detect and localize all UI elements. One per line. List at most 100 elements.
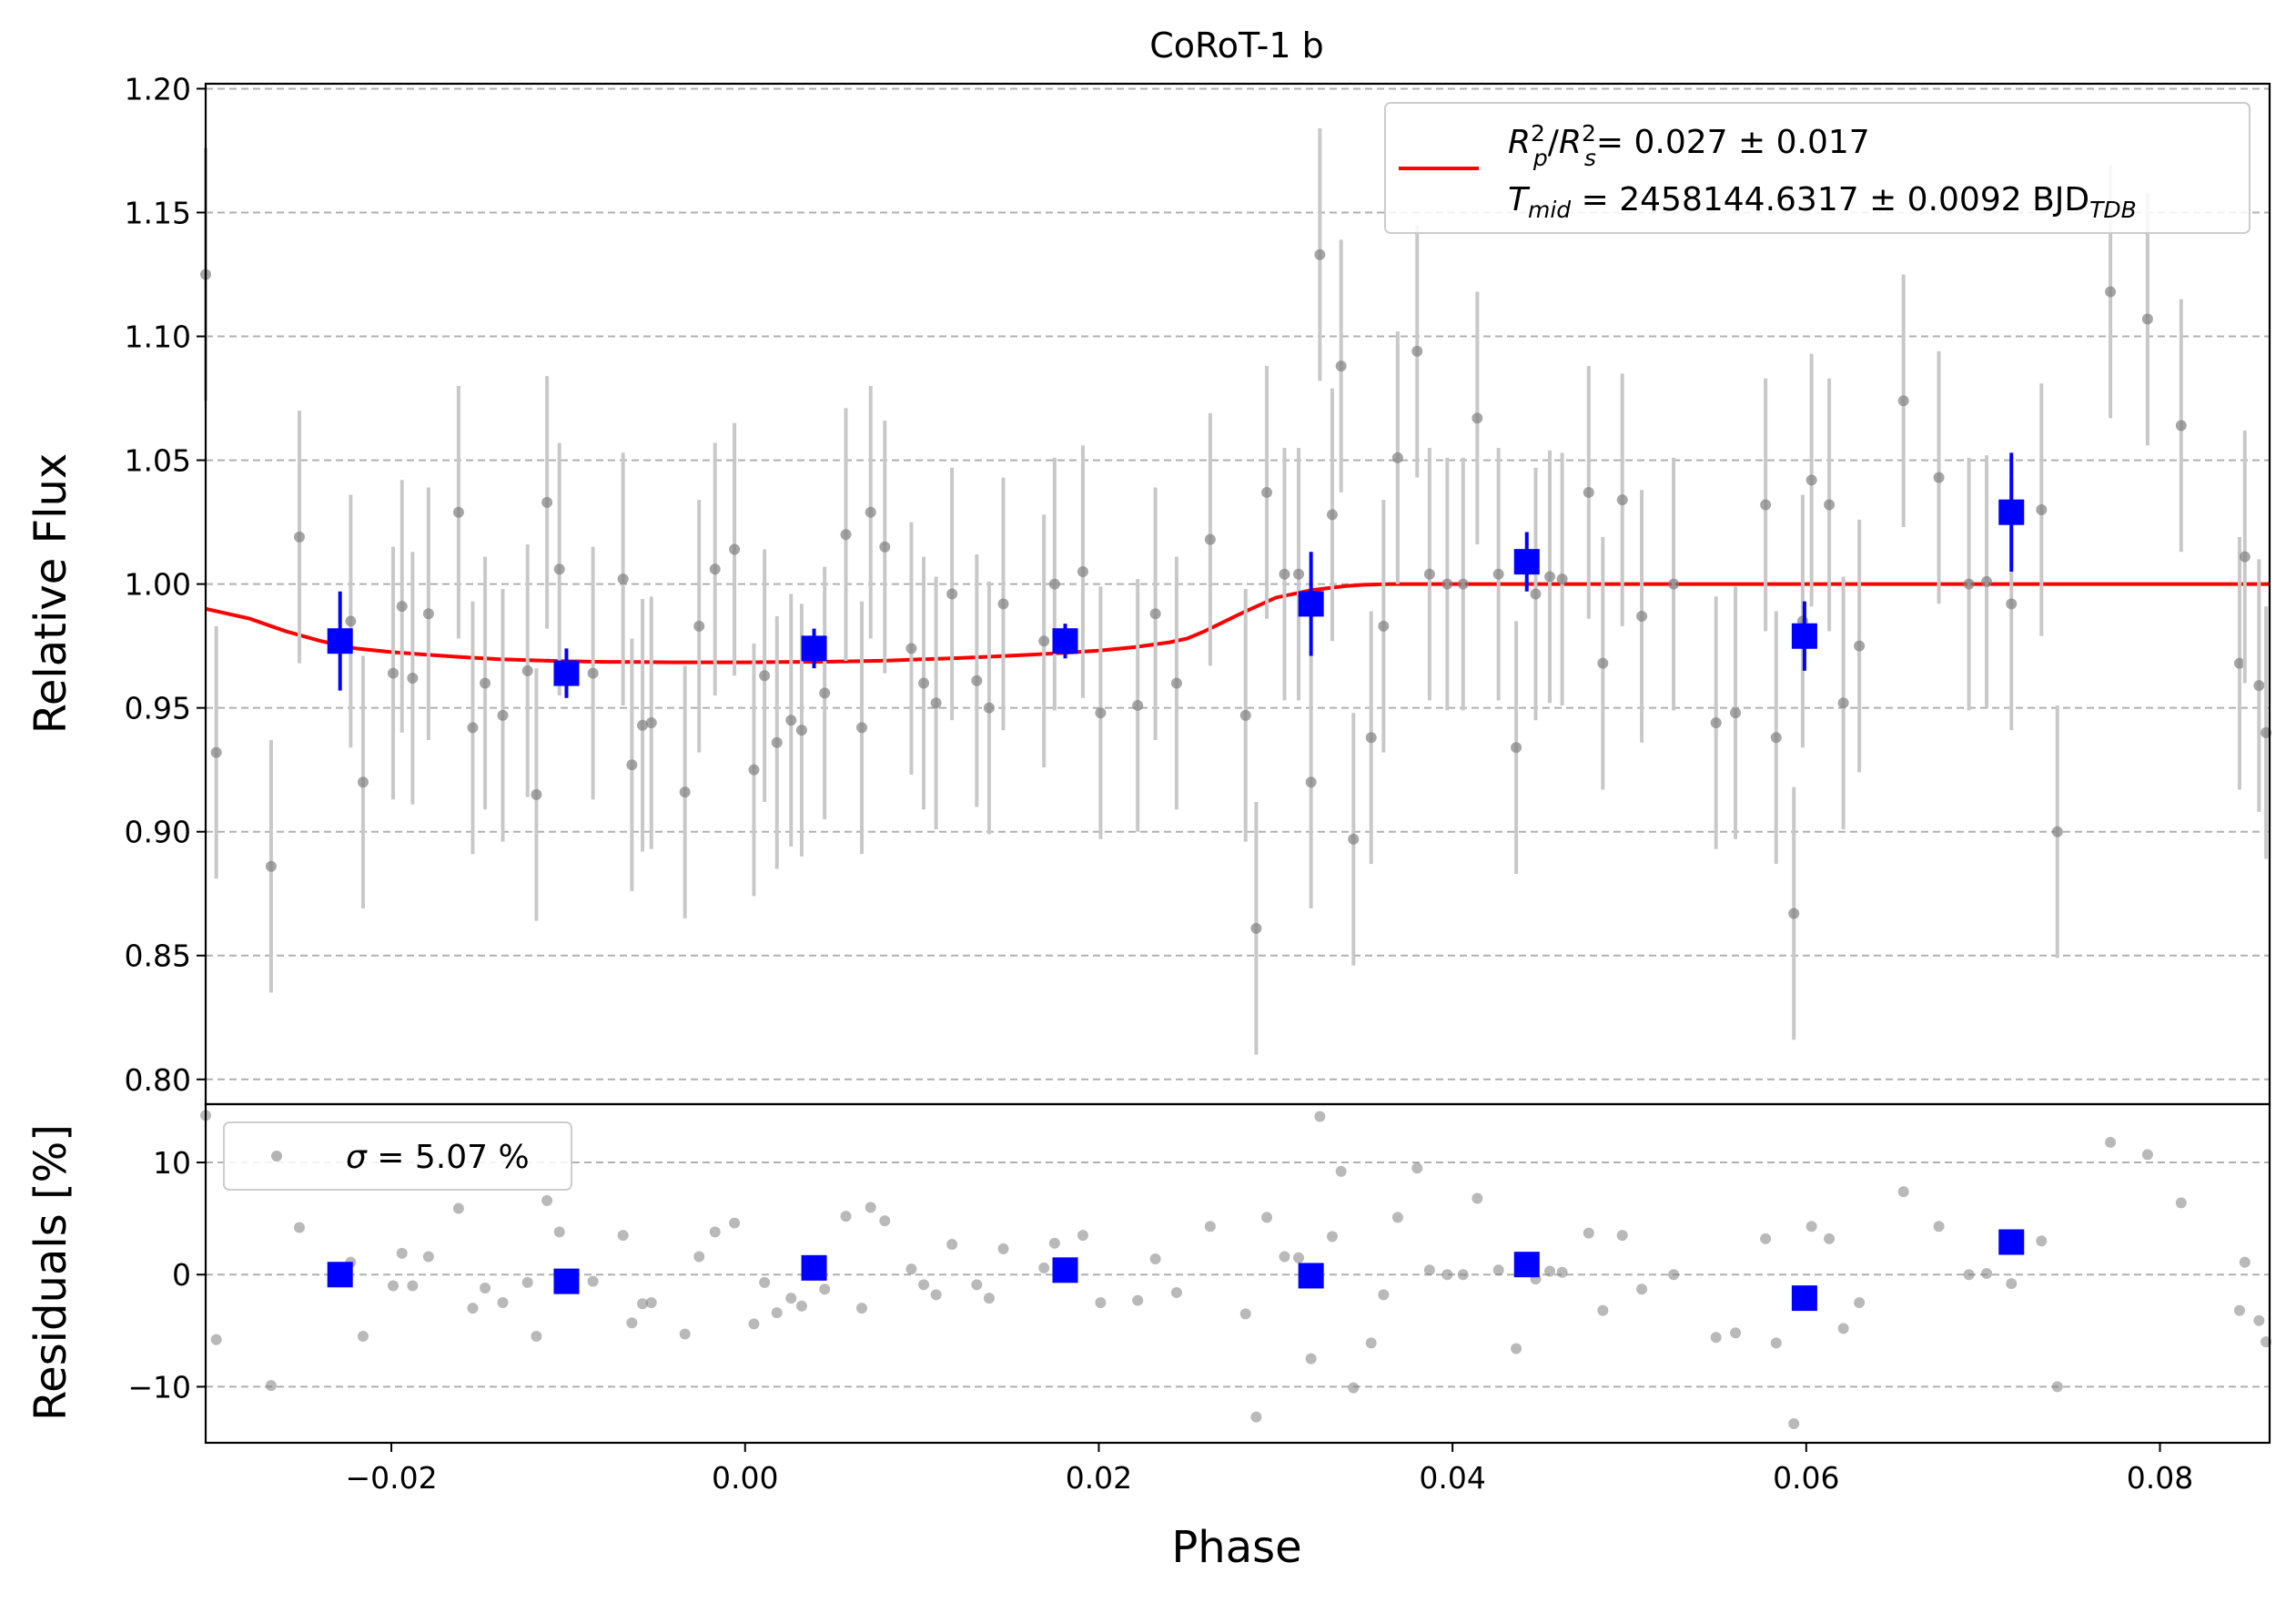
raw-point (1636, 610, 1648, 622)
raw-residual-point (480, 1283, 491, 1294)
raw-point (1261, 486, 1273, 498)
raw-residual-point (1583, 1227, 1594, 1239)
raw-residual-point (467, 1303, 479, 1314)
raw-point (2141, 313, 2153, 325)
raw-point (1544, 571, 1556, 583)
raw-residual-point (771, 1307, 783, 1319)
residuals-axes-frame (204, 1102, 2271, 1445)
raw-point (1048, 578, 1060, 590)
raw-point (819, 687, 831, 699)
raw-residual-point (1492, 1264, 1504, 1276)
raw-point (795, 725, 807, 736)
raw-point (388, 667, 400, 679)
residuals-y-label: Residuals [%] (25, 1124, 76, 1421)
raw-residual-point (626, 1317, 638, 1329)
raw-point (1250, 922, 1262, 934)
raw-residual-point (971, 1279, 983, 1291)
residuals-legend-marker (271, 1151, 282, 1162)
raw-residual-point (1411, 1162, 1423, 1174)
raw-point (1730, 707, 1742, 719)
raw-point (1335, 360, 1347, 372)
raw-point (1348, 833, 1360, 845)
raw-residual-point (1326, 1231, 1338, 1243)
raw-residual-point (1077, 1230, 1088, 1242)
raw-residual-point (693, 1251, 705, 1263)
raw-residual-point (856, 1303, 868, 1314)
flux-y-tick-label: 0.85 (125, 938, 191, 974)
raw-residual-point (1730, 1327, 1742, 1339)
raw-residual-point (553, 1226, 565, 1238)
raw-point (1981, 575, 1993, 587)
raw-point (1038, 635, 1050, 647)
binned-residual-point (1513, 1252, 1540, 1278)
raw-residual-point (357, 1330, 369, 1342)
raw-point (879, 541, 891, 553)
raw-residual-point (1293, 1252, 1305, 1263)
raw-point (1391, 451, 1403, 463)
raw-residual-point (997, 1243, 1009, 1254)
raw-point (1933, 472, 1945, 483)
binned-point (1513, 549, 1540, 575)
raw-point (1239, 709, 1251, 721)
raw-point (467, 722, 479, 734)
raw-residual-point (879, 1215, 891, 1227)
raw-point (905, 643, 917, 654)
raw-point (679, 786, 691, 798)
binned-residual-point (553, 1268, 580, 1294)
raw-residual-point (587, 1275, 599, 1287)
raw-point (1095, 707, 1107, 719)
raw-residual-point (1805, 1221, 1817, 1233)
residuals-legend: σ = 5.07 % (223, 1121, 572, 1191)
raw-residual-point (497, 1297, 509, 1309)
residuals-y-tick-label: −10 (127, 1369, 191, 1405)
raw-point (210, 746, 222, 758)
raw-point (1770, 732, 1782, 744)
raw-point (1492, 568, 1504, 580)
phase-x-tick-label: 0.04 (1419, 1460, 1485, 1496)
flux-y-tick-label: 0.95 (125, 691, 191, 726)
raw-point (1204, 533, 1216, 545)
raw-point (1305, 776, 1317, 788)
raw-residual-point (1963, 1269, 1975, 1281)
legend-depth-label: R2 p/R2 s= 0.027 ± 0.017 (1508, 120, 1870, 171)
binned-residual-point (1298, 1263, 1324, 1289)
raw-residual-point (422, 1251, 434, 1263)
raw-point (771, 736, 783, 748)
raw-point (396, 601, 408, 613)
raw-residual-point (1348, 1382, 1360, 1394)
raw-point (1837, 697, 1849, 709)
raw-point (345, 615, 357, 627)
raw-residual-point (930, 1289, 942, 1301)
raw-residual-point (983, 1293, 995, 1304)
raw-point (840, 529, 852, 541)
raw-residual-point (1261, 1212, 1273, 1223)
raw-point (1788, 908, 1800, 919)
binned-residual-point (1998, 1229, 2025, 1255)
binned-residual-point (1791, 1285, 1817, 1312)
raw-residual-point (2006, 1278, 2018, 1290)
raw-point (971, 675, 983, 686)
raw-residual-point (1314, 1111, 1326, 1122)
residuals-y-ticks: −10 0 10 (127, 1145, 206, 1405)
raw-residual-point (2239, 1256, 2250, 1268)
raw-point (422, 608, 434, 620)
binned-residuals-layer (327, 1229, 2025, 1312)
raw-point (1616, 494, 1628, 506)
raw-point (265, 860, 277, 872)
raw-residual-point (759, 1276, 771, 1288)
raw-residual-point (265, 1380, 277, 1392)
raw-point (930, 697, 942, 709)
raw-residual-point (1441, 1269, 1453, 1281)
raw-residual-point (2233, 1304, 2245, 1316)
raw-residual-point (2051, 1381, 2063, 1393)
raw-point (785, 715, 797, 726)
raw-point (1441, 578, 1453, 590)
raw-point (541, 496, 553, 508)
x-axis-label: Phase (1171, 1522, 1301, 1573)
raw-point (1472, 412, 1483, 424)
flux-y-tick-label: 1.15 (125, 195, 191, 230)
raw-point (407, 673, 419, 685)
raw-point (1423, 568, 1435, 580)
raw-residual-point (637, 1298, 649, 1310)
raw-point (1760, 499, 1772, 511)
